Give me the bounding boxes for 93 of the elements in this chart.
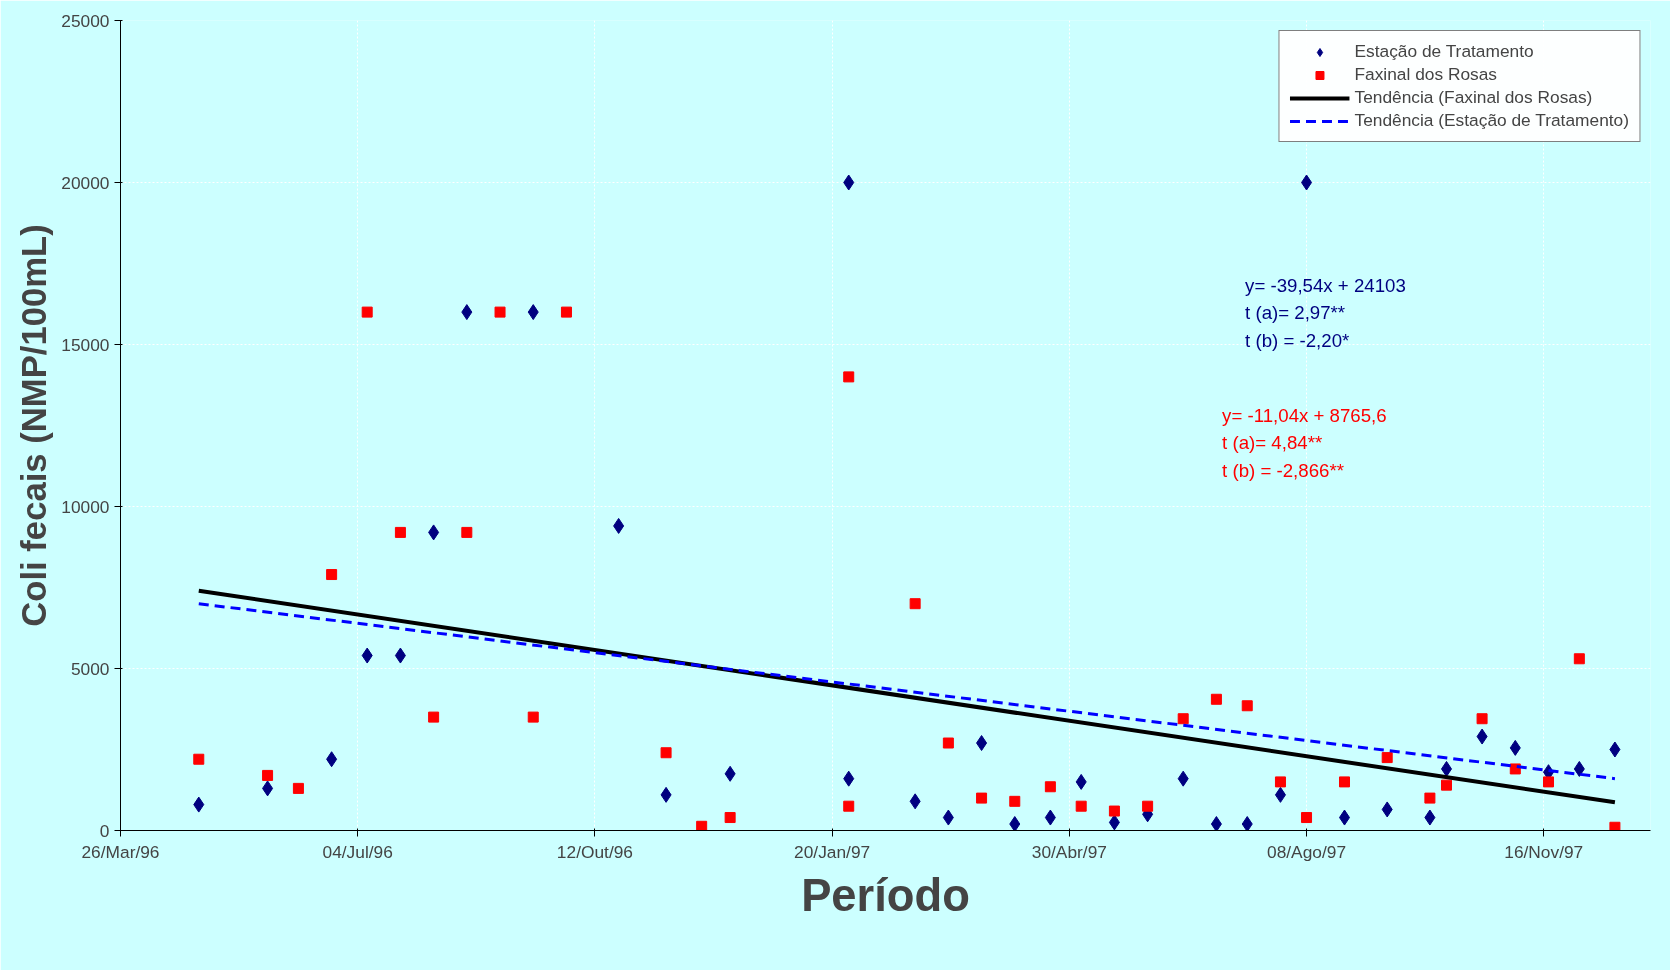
point — [1009, 816, 1021, 831]
point — [1044, 809, 1056, 826]
point — [1441, 779, 1452, 791]
point — [394, 647, 406, 664]
y-tick-label: 0 — [99, 820, 110, 841]
point — [1142, 800, 1154, 812]
legend-label: Tendência (Faxinal dos Rosas) — [1354, 87, 1593, 108]
x-tick-label: 26/Mar/96 — [81, 841, 160, 862]
legend-label: Tendência (Estação de Tratamento) — [1354, 110, 1629, 131]
point — [461, 526, 473, 538]
annotation: t (b) = -2,20* — [1245, 329, 1350, 351]
point — [527, 304, 539, 321]
point — [428, 711, 440, 723]
point — [843, 371, 855, 383]
point — [942, 809, 954, 826]
point — [1177, 713, 1189, 725]
point — [1573, 760, 1585, 777]
point — [193, 796, 205, 813]
point — [1009, 795, 1021, 807]
point — [361, 647, 373, 664]
x-axis-title: Período — [801, 869, 970, 921]
point — [1108, 814, 1120, 831]
point — [1424, 792, 1436, 804]
point — [193, 753, 205, 765]
point — [696, 820, 708, 831]
point — [1301, 812, 1313, 824]
y-tick-label: 5000 — [70, 658, 110, 679]
point — [494, 306, 506, 318]
point — [1609, 821, 1621, 831]
x-tick-label: 16/Nov/97 — [1504, 841, 1584, 862]
point — [909, 793, 921, 810]
point — [326, 569, 338, 581]
point — [724, 765, 736, 782]
point — [262, 780, 274, 797]
point — [1274, 786, 1286, 803]
point — [1609, 741, 1621, 758]
point — [1381, 801, 1393, 818]
point — [1075, 773, 1087, 790]
point — [976, 792, 988, 804]
point — [1108, 805, 1120, 817]
point — [1476, 728, 1488, 745]
point — [724, 812, 736, 824]
point — [394, 526, 406, 538]
point — [1543, 776, 1554, 788]
point — [909, 598, 921, 610]
point — [1476, 713, 1488, 725]
point — [613, 517, 625, 534]
point — [527, 711, 539, 723]
point — [361, 306, 373, 318]
point — [1274, 776, 1286, 788]
x-tick-label: 04/Jul/96 — [322, 841, 393, 862]
y-tick-label: 15000 — [61, 334, 110, 355]
x-tick-label: 20/Jan/97 — [794, 841, 871, 862]
y-tick-label: 20000 — [61, 172, 110, 193]
annotation: t (b) = -2,866** — [1222, 459, 1344, 481]
point — [660, 747, 672, 759]
legend-label: Faxinal dos Rosas — [1354, 64, 1498, 85]
x-tick-label: 12/Out/96 — [556, 841, 633, 862]
y-tick-label: 25000 — [61, 10, 110, 31]
point — [560, 306, 572, 318]
point — [843, 174, 855, 191]
legend-label: Estação de Tratamento — [1354, 41, 1534, 62]
point — [1210, 816, 1222, 831]
point — [1509, 739, 1521, 756]
annotation: t (a)= 2,97** — [1245, 302, 1346, 324]
point — [1424, 809, 1436, 826]
point — [1381, 752, 1393, 764]
point — [262, 769, 274, 781]
x-tick-label: 08/Ago/97 — [1267, 841, 1347, 862]
point — [1241, 816, 1253, 831]
point — [942, 737, 954, 749]
point — [461, 304, 473, 321]
point — [1075, 800, 1087, 812]
point — [1573, 653, 1585, 665]
point — [1241, 700, 1253, 712]
y-axis-title: Coli fecais (NMP/100mL) — [15, 224, 54, 627]
point — [843, 800, 855, 812]
y-tick-label: 10000 — [61, 496, 110, 517]
point — [1210, 693, 1222, 705]
point — [1301, 174, 1313, 191]
point — [1177, 770, 1189, 787]
x-tick-label: 30/Abr/97 — [1031, 841, 1107, 862]
point — [843, 770, 855, 787]
point — [1339, 776, 1350, 788]
point — [292, 782, 304, 794]
annotation: t (a)= 4,84** — [1222, 432, 1323, 454]
point — [326, 751, 338, 768]
annotation: y= -11,04x + 8765,6 — [1222, 404, 1387, 426]
point — [660, 786, 672, 803]
point — [976, 735, 988, 752]
point — [428, 524, 440, 541]
point — [1044, 781, 1056, 793]
annotation: y= -39,54x + 24103 — [1245, 274, 1406, 296]
